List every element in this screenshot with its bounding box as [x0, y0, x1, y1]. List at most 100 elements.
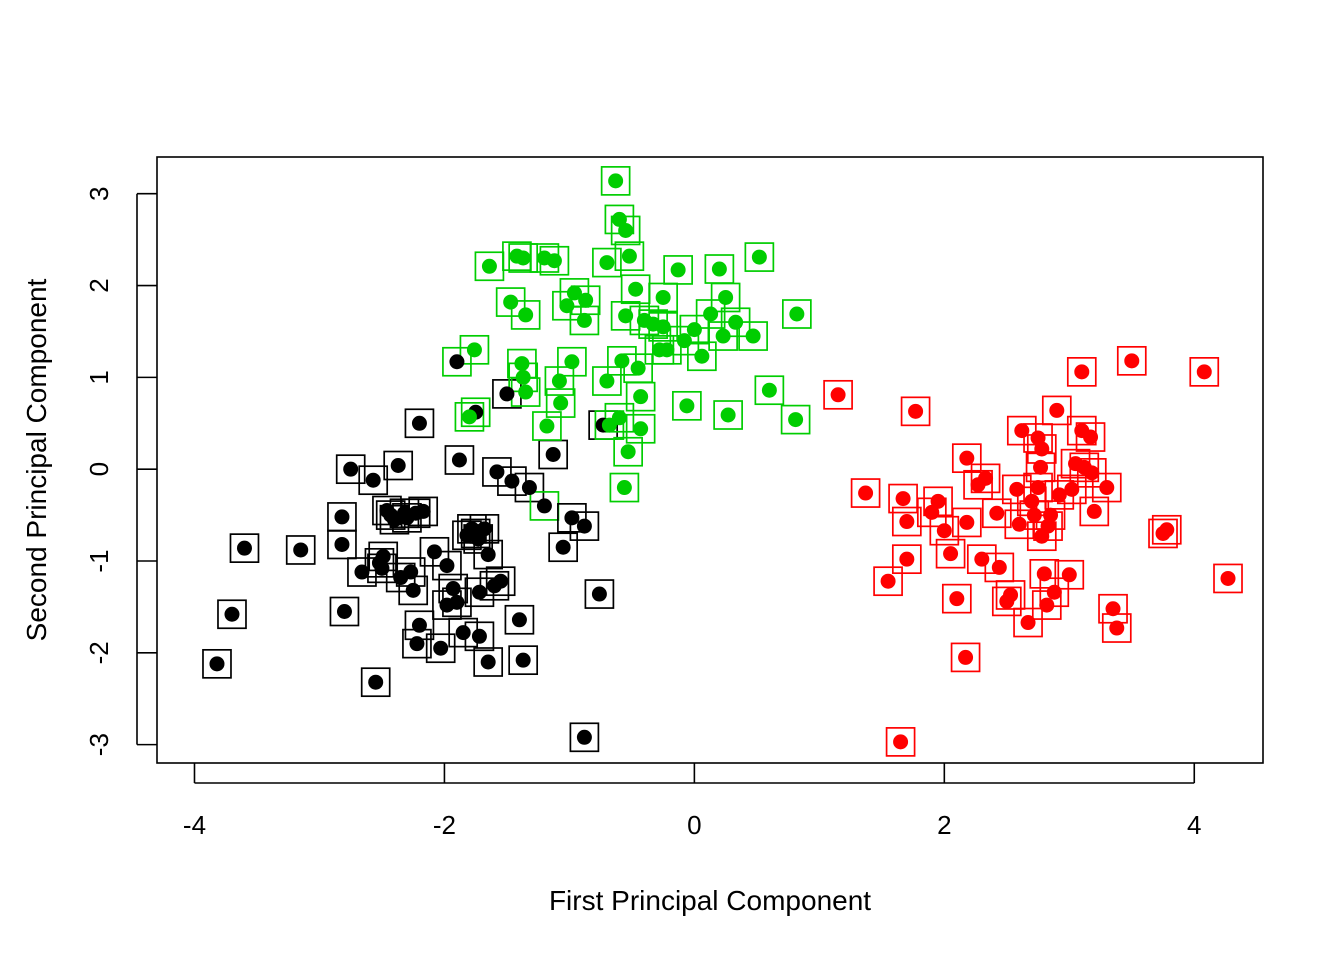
- class-dot-marker: [334, 536, 350, 552]
- class-dot-marker: [761, 382, 777, 398]
- class-dot-marker: [936, 523, 952, 539]
- cluster-square-marker: [1148, 518, 1178, 549]
- cluster-square-marker: [557, 502, 587, 533]
- class-dot-marker: [489, 464, 505, 480]
- cluster-square-marker: [950, 642, 981, 673]
- class-dot-marker: [471, 584, 487, 600]
- cluster-square-marker: [592, 247, 622, 278]
- class-dot-marker: [895, 491, 911, 507]
- cluster-square-marker: [532, 411, 562, 441]
- class-dot-marker: [718, 289, 734, 305]
- cluster-square-marker: [454, 401, 485, 432]
- class-dot-marker: [405, 582, 421, 598]
- class-dot-marker: [409, 636, 425, 652]
- class-dot-marker: [630, 360, 646, 376]
- class-dot-marker: [614, 353, 630, 369]
- class-dot-marker: [949, 591, 965, 607]
- cluster-square-marker: [891, 506, 922, 537]
- class-dot-marker: [576, 729, 592, 745]
- class-dot-marker: [545, 446, 561, 462]
- class-dot-marker: [655, 319, 671, 335]
- class-dot-marker: [504, 473, 520, 489]
- class-dot-marker: [858, 485, 874, 501]
- class-dot-marker: [1124, 353, 1140, 369]
- cluster-square-marker: [648, 282, 678, 313]
- cluster-square-marker: [935, 538, 966, 569]
- class-dot-marker: [1049, 402, 1065, 418]
- class-dot-marker: [480, 547, 496, 563]
- class-dot-marker: [611, 410, 627, 426]
- x-axis: -4 -2 0 2 4: [183, 763, 1201, 840]
- cluster-square-marker: [1013, 607, 1043, 638]
- class-dot-marker: [611, 211, 627, 227]
- cluster-square-marker: [1091, 472, 1122, 503]
- class-dot-marker: [403, 564, 419, 580]
- class-dot-marker: [943, 546, 959, 562]
- class-dot-marker: [365, 472, 381, 488]
- cluster-square-marker: [592, 366, 622, 396]
- cluster-square-marker: [600, 166, 631, 196]
- cluster-square-marker: [607, 345, 637, 376]
- class-dot-marker: [449, 594, 465, 610]
- class-dot-marker: [924, 504, 940, 520]
- class-dot-marker: [676, 333, 692, 349]
- class-dot-marker: [711, 261, 727, 277]
- cluster-square-marker: [544, 366, 575, 396]
- cluster-square-marker: [425, 633, 456, 664]
- cluster-square-marker: [613, 436, 643, 467]
- class-dot-marker: [608, 173, 624, 189]
- class-dot-marker: [1026, 507, 1042, 523]
- class-dot-marker: [411, 617, 427, 633]
- cluster-square-marker: [495, 287, 526, 317]
- class-dot-marker: [368, 674, 384, 690]
- cluster-square-marker: [594, 410, 625, 440]
- class-dot-marker: [959, 450, 975, 466]
- cluster-square-marker: [432, 550, 462, 581]
- class-dot-marker: [426, 544, 442, 560]
- class-dot-marker: [930, 493, 946, 509]
- class-dot-marker: [576, 312, 592, 328]
- cluster-square-marker: [383, 450, 414, 481]
- class-dot-marker: [974, 551, 990, 567]
- class-dot-marker: [1064, 481, 1080, 497]
- class-dot-marker: [1030, 480, 1046, 496]
- cluster-square-marker: [929, 515, 960, 546]
- class-dot-marker: [633, 389, 649, 405]
- class-dot-marker: [989, 505, 1005, 521]
- class-dot-marker: [411, 415, 427, 431]
- class-dot-marker: [374, 560, 390, 576]
- cluster-square-marker: [754, 375, 785, 406]
- cluster-square-marker: [444, 445, 475, 475]
- class-dot-marker: [1046, 584, 1062, 600]
- x-tick-label: 2: [937, 810, 951, 840]
- class-dot-marker: [991, 559, 1007, 575]
- cluster-square-marker: [329, 596, 360, 627]
- class-dot-marker: [236, 540, 252, 556]
- class-dot-marker: [564, 354, 580, 370]
- class-dot-marker: [518, 384, 534, 400]
- class-dot-marker: [553, 395, 569, 411]
- cluster-square-marker: [1189, 357, 1220, 387]
- cluster-square-marker: [202, 648, 232, 679]
- class-dot-marker: [515, 250, 531, 266]
- cluster-square-marker: [885, 727, 916, 757]
- class-dot-marker: [720, 407, 736, 423]
- cluster-square-marker: [609, 472, 640, 503]
- cluster-square-marker: [335, 454, 366, 485]
- class-dot-marker: [559, 298, 575, 314]
- class-dot-marker: [1074, 364, 1090, 380]
- class-dot-marker: [521, 480, 537, 496]
- cluster-square-marker: [951, 507, 982, 538]
- x-tick-label: -2: [433, 810, 456, 840]
- cluster-square-marker: [744, 242, 775, 272]
- cluster-square-marker: [1029, 559, 1060, 589]
- cluster-square-marker: [672, 390, 702, 421]
- class-dot-marker: [694, 348, 710, 364]
- cluster-square-marker: [873, 566, 903, 597]
- class-dot-marker: [908, 403, 924, 419]
- class-dot-marker: [1011, 516, 1027, 532]
- class-dot-marker: [343, 461, 359, 477]
- plot-frame: [156, 156, 1264, 764]
- points-layer: [202, 166, 1243, 757]
